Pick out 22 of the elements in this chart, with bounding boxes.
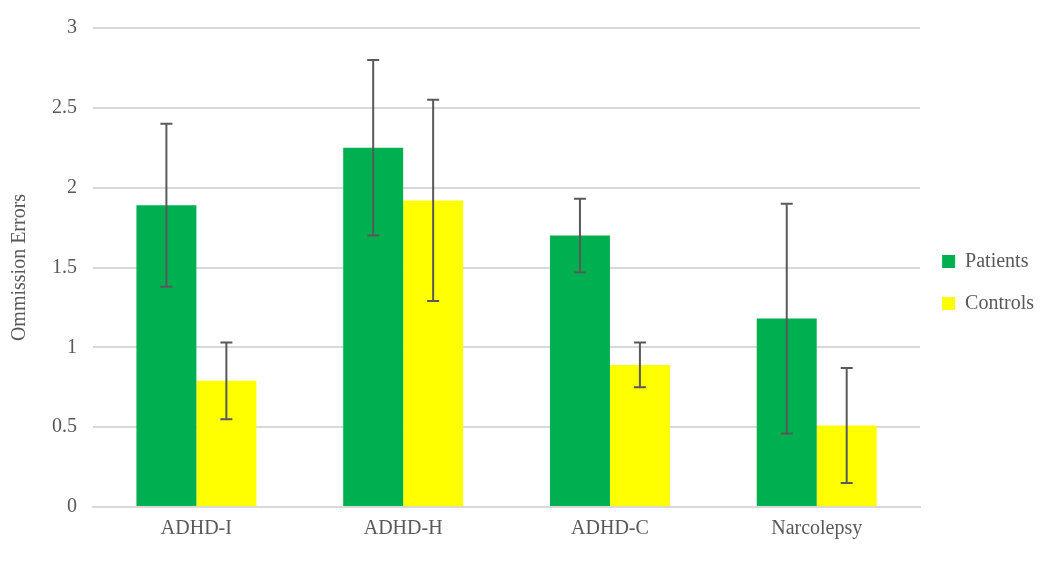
- bar: [343, 147, 404, 506]
- legend-label: Controls: [965, 290, 1035, 313]
- bar: [756, 318, 817, 506]
- y-tick-label: 1.5: [52, 254, 77, 277]
- legend-label: Patients: [965, 248, 1029, 271]
- y-tick-label: 1: [67, 334, 77, 357]
- y-tick-label: 2: [67, 174, 77, 197]
- bar: [136, 205, 197, 506]
- bar: [549, 235, 610, 506]
- bar: [609, 364, 670, 506]
- x-tick-label: Narcolepsy: [771, 516, 863, 540]
- bar: [403, 200, 464, 506]
- x-tick-label: ADHD-I: [160, 516, 232, 539]
- y-tick-label: 0.5: [52, 414, 77, 437]
- y-tick-label: 0: [67, 494, 77, 517]
- y-tick-label: 3: [67, 15, 77, 38]
- x-tick-label: ADHD-C: [571, 516, 649, 539]
- y-tick-label: 2.5: [52, 95, 77, 118]
- x-tick-label: ADHD-H: [363, 516, 443, 539]
- bar: [196, 380, 257, 506]
- y-axis-title: Ommission Errors: [7, 193, 30, 342]
- bar: [816, 425, 877, 506]
